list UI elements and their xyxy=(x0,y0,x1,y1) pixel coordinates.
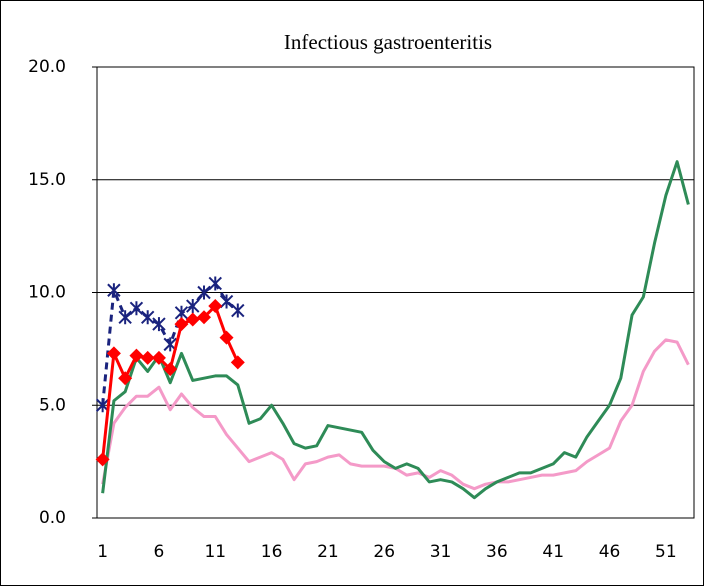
y-tick-label: 5.0 xyxy=(39,395,66,415)
point-marker xyxy=(219,294,234,309)
point-marker xyxy=(118,371,133,386)
point-marker xyxy=(185,312,200,327)
x-tick-label: 26 xyxy=(373,542,395,562)
point-marker xyxy=(129,348,144,363)
x-tick-label: 51 xyxy=(655,542,677,562)
star-stroke xyxy=(197,285,211,300)
star-stroke xyxy=(231,303,245,318)
point-marker xyxy=(208,276,222,291)
y-tick-label: 0.0 xyxy=(39,508,66,528)
point-marker xyxy=(118,310,132,325)
chart-title: Infectious gastroenteritis xyxy=(284,30,492,54)
star-stroke xyxy=(118,310,132,325)
point-marker xyxy=(231,303,245,318)
x-tick-label: 31 xyxy=(430,542,452,562)
x-tick-label: 11 xyxy=(204,542,226,562)
star-stroke xyxy=(129,301,144,316)
point-marker xyxy=(230,355,245,370)
x-tick-label: 1 xyxy=(97,542,108,562)
x-tick-label: 41 xyxy=(542,542,564,562)
point-marker xyxy=(163,362,178,377)
point-marker xyxy=(197,285,211,300)
point-marker xyxy=(152,317,166,332)
point-marker xyxy=(186,299,200,314)
x-tick-label: 6 xyxy=(154,542,165,562)
y-tick-label: 20.0 xyxy=(28,57,66,77)
point-marker xyxy=(197,310,212,325)
x-tick-label: 46 xyxy=(599,542,621,562)
point-marker xyxy=(95,452,110,467)
point-marker xyxy=(106,346,121,361)
star-stroke xyxy=(140,310,155,325)
point-marker xyxy=(140,350,155,365)
point-marker xyxy=(129,301,144,316)
y-tick-label: 10.0 xyxy=(28,283,66,303)
point-marker xyxy=(151,350,166,365)
x-tick-label: 21 xyxy=(317,542,339,562)
star-stroke xyxy=(152,317,166,332)
star-stroke xyxy=(186,299,200,314)
series-line xyxy=(101,160,690,500)
point-marker xyxy=(140,310,155,325)
y-tick-label: 15.0 xyxy=(28,170,66,190)
x-tick-label: 16 xyxy=(261,542,283,562)
star-stroke xyxy=(107,283,121,298)
x-tick-label: 36 xyxy=(486,542,508,562)
point-marker xyxy=(219,330,234,345)
star-stroke xyxy=(219,294,234,309)
point-marker xyxy=(107,283,121,298)
point-marker xyxy=(208,299,223,314)
star-stroke xyxy=(208,276,222,291)
point-marker xyxy=(174,317,189,332)
